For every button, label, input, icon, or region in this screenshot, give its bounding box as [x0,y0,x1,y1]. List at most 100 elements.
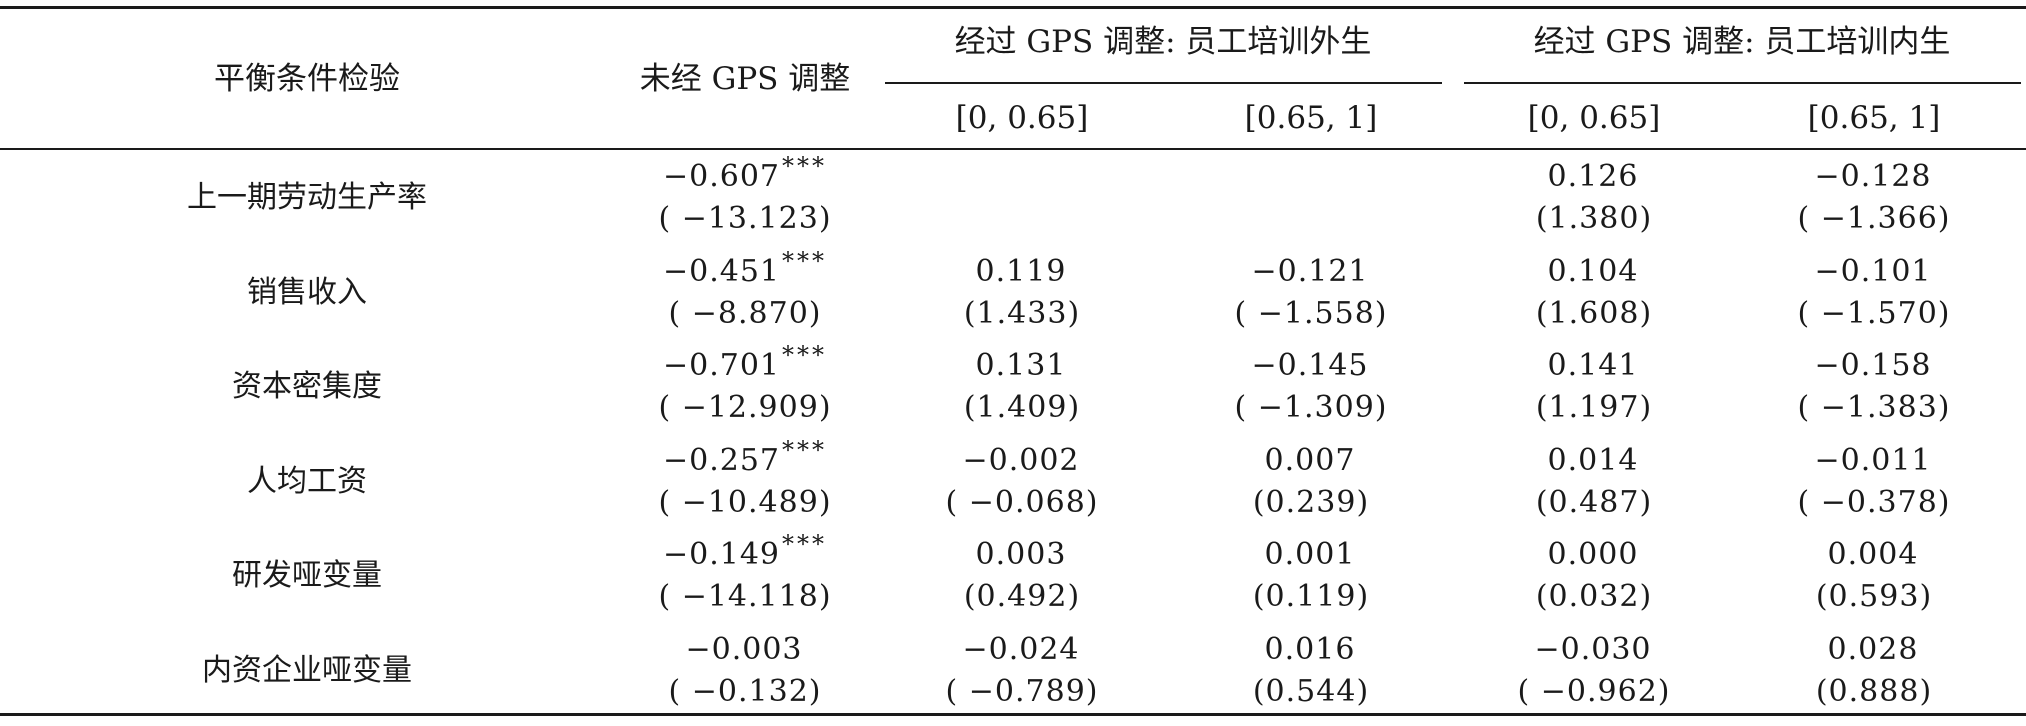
t-stat-cell: (0.032) [1535,579,1653,614]
coef-cell: −0.701*** [662,341,827,386]
coef-value: 0.003 [975,537,1067,572]
coef-value: 0.119 [975,253,1067,289]
coef-cell: −0.451*** [662,247,827,292]
t-stat-cell: ( −1.309) [1234,390,1388,425]
coef-cell: 0.028 [1828,631,1921,670]
t-stat-cell: ( −1.570) [1797,295,1951,331]
group-endog-underline [1464,82,2021,84]
header-group-endog: 经过 GPS 调整: 员工培训内生 [1533,24,1951,60]
coef-value: 0.028 [1827,631,1919,667]
header-range: [0, 0.65] [955,100,1089,136]
coef-cell: −0.257*** [663,436,827,481]
header-range: [0.65, 1] [1244,100,1378,136]
coef-cell: 0.007 [1265,442,1358,481]
coef-cell: −0.003 [685,631,804,670]
coef-value: 0.141 [1547,348,1639,383]
header-bottom-rule [0,148,2026,150]
coef-cell: 0.141 [1548,347,1641,386]
header-range: [0, 0.65] [1527,100,1661,136]
group-exog-underline [885,82,1442,84]
coef-cell: −0.128 [1814,158,1933,197]
header-range: [0.65, 1] [1807,100,1941,136]
header-group-exog: 经过 GPS 调整: 员工培训外生 [954,24,1372,60]
coef-cell: −0.002 [962,442,1081,481]
t-stat-cell: ( −8.870) [668,295,822,331]
significance-stars: *** [782,530,828,558]
coef-cell: 0.001 [1265,536,1358,575]
coef-cell: 0.004 [1828,536,1921,575]
coef-value: −0.121 [1251,253,1369,289]
t-stat-cell: ( −1.558) [1234,295,1388,331]
coef-cell: −0.030 [1534,631,1653,670]
t-stat-cell: ( −1.383) [1797,390,1951,425]
coef-cell: 0.016 [1265,631,1358,670]
coef-value: −0.149 [662,537,781,572]
coef-cell: 0.014 [1548,442,1641,481]
t-stat-cell: ( −13.123) [658,201,832,236]
row-label: 内资企业哑变量 [202,652,412,688]
coef-cell: −0.149*** [662,530,827,575]
coef-value: 0.007 [1264,442,1356,478]
coef-value: 0.126 [1547,159,1639,194]
t-stat-cell: (1.197) [1535,390,1653,425]
t-stat-cell: (0.492) [963,579,1081,614]
coef-value: 0.104 [1547,253,1639,289]
coef-cell: 0.119 [976,253,1069,292]
coef-value: 0.014 [1547,442,1639,478]
coef-value: −0.101 [1814,253,1932,289]
header-col-label: 平衡条件检验 [214,61,400,97]
coef-value: −0.003 [685,631,803,667]
coef-cell: 0.126 [1548,158,1641,197]
coef-cell: −0.101 [1814,253,1933,292]
t-stat-cell: (1.409) [963,390,1081,425]
significance-stars: *** [782,341,828,369]
coef-cell [1021,158,1023,197]
t-stat-cell: ( −0.378) [1797,484,1951,520]
coef-value: 0.004 [1827,537,1919,572]
coef-value: −0.145 [1251,348,1369,383]
row-label: 研发哑变量 [232,558,382,593]
t-stat-cell: (1.608) [1535,295,1653,331]
t-stat-cell: ( −0.962) [1517,673,1671,709]
coef-cell: −0.158 [1814,347,1933,386]
t-stat-cell: (0.239) [1252,484,1370,520]
t-stat-cell: ( −0.132) [668,673,822,709]
table-top-rule [0,6,2026,9]
coef-value: 0.000 [1547,537,1639,572]
coef-value: 0.016 [1264,631,1356,667]
coef-value: −0.701 [662,348,781,383]
header-unadjusted: 未经 GPS 调整 [639,61,851,97]
coef-cell: −0.011 [1814,442,1933,481]
t-stat-cell: (0.544) [1252,673,1370,709]
t-stat-cell: ( −14.118) [658,579,832,614]
coef-value: −0.607 [662,159,781,194]
coef-cell: 0.000 [1548,536,1641,575]
t-stat-cell: (0.487) [1535,484,1653,520]
t-stat-cell: (1.433) [963,295,1081,331]
coef-value: −0.128 [1814,159,1932,194]
t-stat-cell: ( −0.068) [945,484,1099,520]
coef-value: −0.002 [962,442,1080,478]
coef-value: −0.024 [962,631,1080,667]
t-stat-cell: (0.593) [1815,579,1933,614]
coef-cell: 0.003 [976,536,1069,575]
coef-cell: −0.145 [1251,347,1370,386]
coef-cell: 0.104 [1548,253,1641,292]
coef-cell: −0.121 [1251,253,1370,292]
t-stat-cell: ( −12.909) [658,390,832,425]
coef-value: −0.011 [1814,442,1932,478]
coef-cell [1310,158,1312,197]
row-label: 人均工资 [247,463,367,499]
coef-cell: 0.131 [976,347,1069,386]
t-stat-cell: ( −10.489) [658,484,832,520]
coef-value: −0.451 [662,253,781,289]
coef-cell: −0.607*** [662,152,827,197]
row-label: 上一期劳动生产率 [187,180,427,215]
coef-value: 0.001 [1264,537,1356,572]
coef-value: 0.131 [975,348,1067,383]
row-label: 资本密集度 [232,369,382,404]
significance-stars: *** [782,152,828,180]
table-bottom-rule [0,713,2026,716]
t-stat-cell: (0.888) [1815,673,1933,709]
coef-value: −0.030 [1534,631,1652,667]
